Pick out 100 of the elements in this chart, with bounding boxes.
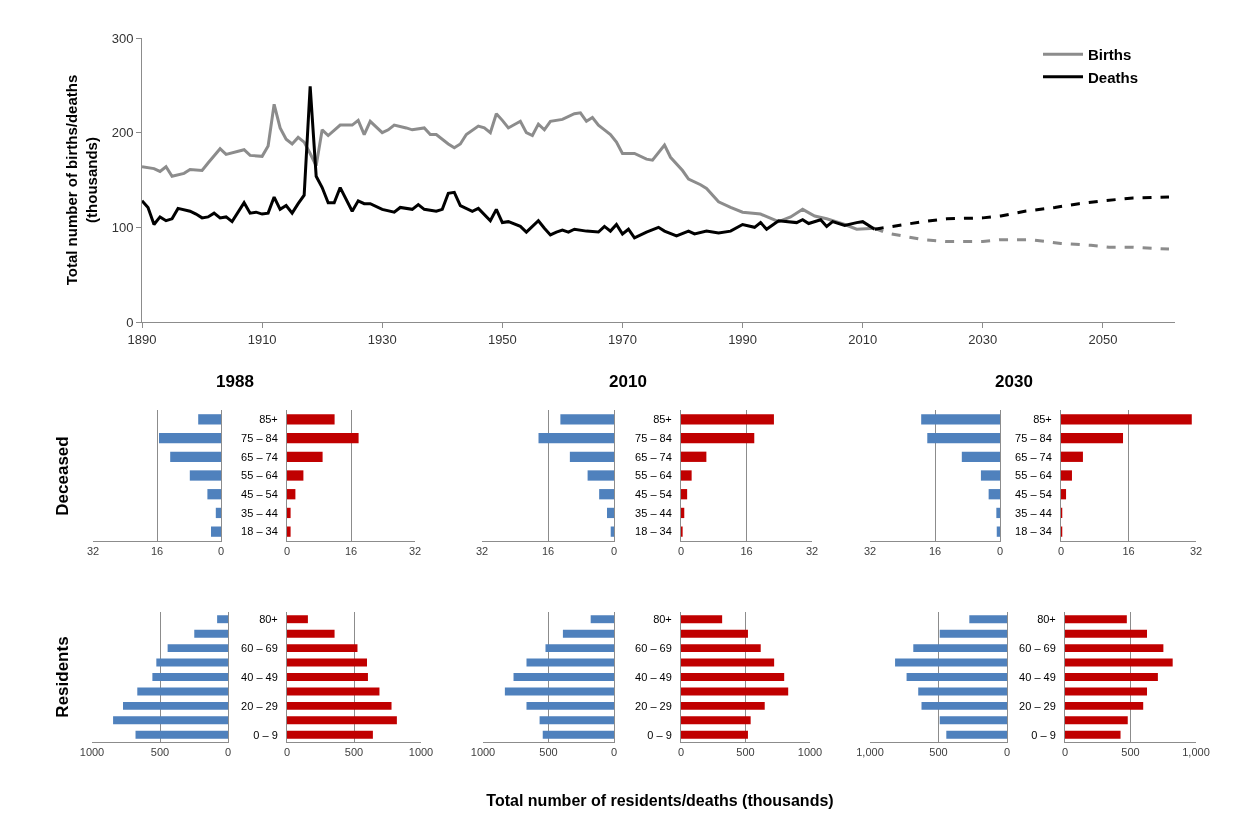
x-tick-label: 2050 <box>1088 331 1118 347</box>
bar <box>287 673 368 681</box>
bar <box>681 658 775 667</box>
x-tick-label: 500 <box>929 746 948 759</box>
bar <box>287 701 392 710</box>
x-tick-label: 1,000 <box>1182 746 1210 759</box>
x-tick-label: 500 <box>736 746 755 759</box>
bar <box>681 687 789 696</box>
legend-label: Deaths <box>1088 68 1139 86</box>
chart-title: 2030 <box>995 372 1033 392</box>
bar <box>681 629 748 638</box>
x-tick-label: 16 <box>344 545 358 558</box>
y-tick-label: 20 – 29 <box>635 699 672 712</box>
bar <box>287 489 296 500</box>
chart-title: 2010 <box>609 372 647 392</box>
x-tick-label: 1000 <box>797 746 823 759</box>
bar <box>504 687 614 696</box>
y-tick-label: 45 – 54 <box>241 488 278 501</box>
y-tick-label: 45 – 54 <box>1015 488 1052 501</box>
y-tick-label: 18 – 34 <box>635 525 672 538</box>
bar <box>913 644 1007 653</box>
bar <box>681 470 692 481</box>
bar <box>170 451 221 462</box>
y-axis-title: Residents <box>53 636 73 718</box>
y-tick-label: 20 – 29 <box>241 699 278 712</box>
x-tick-label: 0 <box>610 545 618 558</box>
bar <box>681 730 748 739</box>
bar <box>918 687 1007 696</box>
bar <box>542 730 614 739</box>
bar <box>921 701 1007 710</box>
x-tick-label: 1970 <box>608 331 637 347</box>
y-tick-label: 80+ <box>1037 613 1056 626</box>
bar <box>681 615 723 624</box>
bar <box>287 658 367 667</box>
bar <box>1065 687 1148 696</box>
y-tick-label: 0 – 9 <box>647 728 672 741</box>
bar <box>1061 470 1072 481</box>
bar <box>921 414 1000 425</box>
bar <box>135 730 228 739</box>
bar <box>681 673 785 681</box>
bar <box>939 716 1007 725</box>
x-tick-label: 1990 <box>728 331 758 347</box>
x-tick-label: 500 <box>150 746 170 759</box>
bar <box>1061 414 1192 425</box>
y-tick-label: 0 <box>126 314 134 330</box>
x-tick-label: 500 <box>539 746 558 759</box>
bar <box>980 470 1000 481</box>
bar <box>217 615 228 624</box>
bar <box>287 644 358 653</box>
x-axis-title: Total number of residents/deaths (thousands) <box>486 792 834 810</box>
x-tick-label: 16 <box>1122 545 1135 558</box>
y-tick-label: 80+ <box>259 613 278 626</box>
chart-title: 1988 <box>216 372 254 392</box>
y-tick-label: 35 – 44 <box>241 506 278 519</box>
legend-label: Births <box>1088 46 1132 64</box>
x-tick-label: 16 <box>150 545 164 558</box>
bar <box>1065 644 1164 653</box>
x-tick-label: 0 <box>1061 746 1069 759</box>
y-tick-label: 75 – 84 <box>1015 431 1052 444</box>
x-tick-label: 16 <box>541 545 555 558</box>
y-tick-label: 80+ <box>653 613 672 626</box>
y-tick-label: 55 – 64 <box>1015 469 1052 482</box>
bar <box>1065 730 1121 739</box>
y-tick-label: 100 <box>111 219 134 235</box>
bar <box>939 629 1007 638</box>
y-tick-label: 20 – 29 <box>1019 699 1056 712</box>
x-tick-label: 0 <box>1003 746 1011 759</box>
x-tick-label: 1000 <box>79 746 105 759</box>
x-tick-label: 500 <box>1121 746 1140 759</box>
y-tick-label: 85+ <box>653 413 672 426</box>
y-tick-label: 75 – 84 <box>241 431 278 444</box>
bar <box>599 489 614 500</box>
x-tick-label: 1000 <box>408 746 434 759</box>
y-tick-label: 40 – 49 <box>241 670 278 683</box>
bar <box>539 716 614 725</box>
y-axis-title: Total number of births/deaths (thousands) <box>63 74 100 286</box>
bar <box>996 526 1000 537</box>
y-axis-title: Deceased <box>53 435 73 516</box>
y-tick-label: 40 – 49 <box>635 670 672 683</box>
bar <box>1065 629 1148 638</box>
bar <box>681 451 707 462</box>
x-tick-label: 1950 <box>487 331 517 347</box>
y-tick-label: 60 – 69 <box>1019 641 1056 654</box>
y-tick-label: 60 – 69 <box>241 641 278 654</box>
x-tick-label: 0 <box>224 746 232 759</box>
bar <box>287 507 291 519</box>
bar <box>287 716 397 725</box>
x-tick-label: 0 <box>283 545 291 558</box>
x-tick-label: 32 <box>408 545 422 558</box>
bar <box>167 644 228 653</box>
bar <box>287 526 291 537</box>
bar <box>681 432 755 444</box>
bar <box>137 687 228 696</box>
x-tick-label: 32 <box>1189 545 1203 558</box>
bar <box>287 451 323 462</box>
bar <box>569 451 614 462</box>
bar <box>996 507 1000 519</box>
y-tick-label: 65 – 74 <box>241 450 278 463</box>
x-tick-label: 0 <box>677 545 685 558</box>
y-tick-label: 0 – 9 <box>1031 728 1056 741</box>
